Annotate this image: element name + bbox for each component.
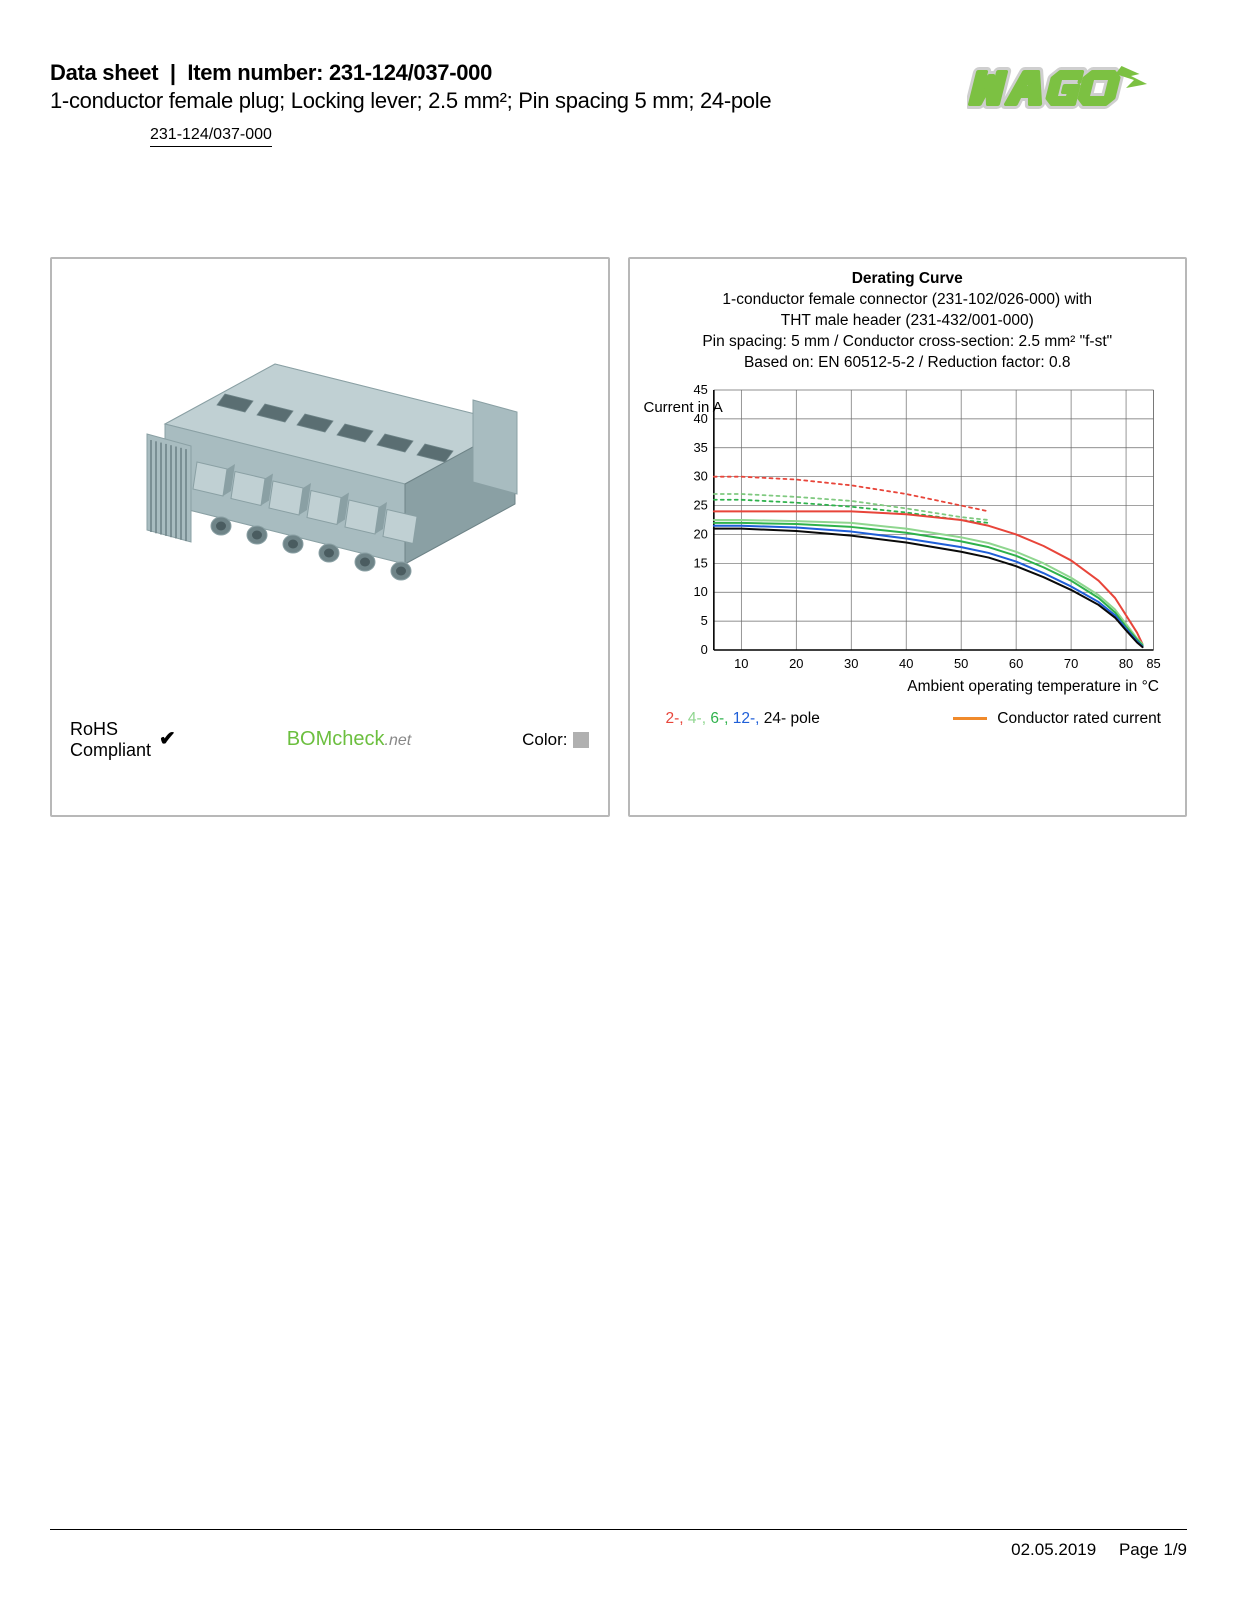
legend-pole-item: pole	[791, 710, 820, 727]
svg-text:85: 85	[1146, 656, 1160, 671]
item-label: Item number:	[187, 60, 323, 85]
legend-poles: 2-, 4-, 6-, 12-, 24- pole	[666, 710, 820, 728]
svg-text:10: 10	[693, 584, 707, 599]
chart-sub4: Based on: EN 60512-5-2 / Reduction facto…	[666, 353, 1150, 374]
datasheet-label: Data sheet	[50, 60, 158, 85]
footer-page: Page 1/9	[1119, 1540, 1187, 1559]
svg-text:50: 50	[953, 656, 967, 671]
svg-text:20: 20	[789, 656, 803, 671]
chart-title: Derating Curve	[666, 269, 1150, 290]
legend-pole-item: 24-	[764, 710, 786, 727]
bomcheck-suffix: .net	[385, 732, 412, 749]
svg-text:20: 20	[693, 526, 707, 541]
svg-text:5: 5	[700, 613, 707, 628]
connector-illustration	[115, 314, 545, 654]
chart-sub1: 1-conductor female connector (231-102/02…	[666, 290, 1150, 311]
svg-text:10: 10	[734, 656, 748, 671]
svg-text:25: 25	[693, 497, 707, 512]
rohs-compliant: Compliant	[70, 740, 151, 761]
svg-text:60: 60	[1008, 656, 1022, 671]
svg-text:35: 35	[693, 439, 707, 454]
product-image-panel: RoHS Compliant ✔ BOMcheck.net Color:	[50, 257, 610, 817]
part-number-link[interactable]: 231-124/037-000	[150, 126, 272, 147]
rohs-badge: RoHS Compliant ✔	[70, 719, 176, 760]
legend-rated-label: Conductor rated current	[997, 710, 1161, 728]
page-footer: 02.05.2019 Page 1/9	[50, 1529, 1187, 1560]
legend-pole-item: 6-	[710, 710, 724, 727]
legend-pole-item: 4-	[688, 710, 702, 727]
svg-text:40: 40	[693, 410, 707, 425]
check-icon: ✔	[159, 728, 176, 751]
svg-text:45: 45	[693, 384, 707, 397]
color-indicator: Color:	[522, 730, 589, 750]
legend-pole-item: 2-	[666, 710, 680, 727]
svg-text:15: 15	[693, 555, 707, 570]
bomcheck-text: BOMcheck	[287, 728, 385, 750]
item-number: 231-124/037-000	[329, 60, 492, 85]
color-label: Color:	[522, 730, 567, 750]
wago-logo	[957, 60, 1187, 121]
legend-rated-line	[953, 717, 987, 720]
derating-chart: 0 5 10 15 20 25 30 35 40 45 10 20 30 40 50 60 70 80 85	[684, 384, 1162, 674]
derating-chart-panel: Derating Curve 1-conductor female connec…	[628, 257, 1188, 817]
rohs-label: RoHS	[70, 719, 151, 740]
bomcheck-badge: BOMcheck.net	[287, 728, 412, 751]
legend-pole-item: 12-	[733, 710, 755, 727]
legend-rated-current: Conductor rated current	[953, 710, 1161, 728]
svg-text:40: 40	[899, 656, 913, 671]
page-title: Data sheet | Item number: 231-124/037-00…	[50, 60, 957, 86]
svg-text:30: 30	[693, 468, 707, 483]
footer-date: 02.05.2019	[1011, 1540, 1096, 1559]
svg-text:30: 30	[844, 656, 858, 671]
chart-sub3: Pin spacing: 5 mm / Conductor cross-sect…	[666, 332, 1150, 353]
chart-xlabel: Ambient operating temperature in °C	[636, 678, 1180, 696]
svg-text:0: 0	[700, 642, 707, 657]
svg-text:70: 70	[1063, 656, 1077, 671]
chart-sub2: THT male header (231-432/001-000)	[666, 311, 1150, 332]
color-swatch	[573, 732, 589, 748]
product-description: 1-conductor female plug; Locking lever; …	[50, 88, 957, 114]
svg-text:80: 80	[1118, 656, 1132, 671]
